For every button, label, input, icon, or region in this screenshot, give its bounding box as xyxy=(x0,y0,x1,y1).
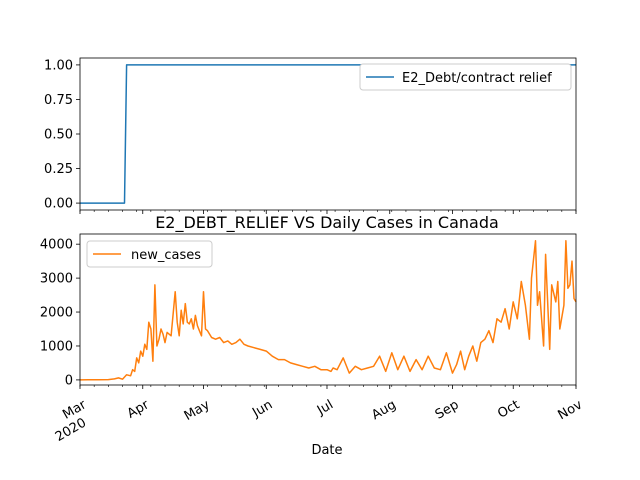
x-tick-label: Jun xyxy=(249,397,275,421)
x-tick-label: May xyxy=(182,397,213,424)
legend-label: E2_Debt/contract relief xyxy=(402,71,552,86)
x-axis-label: Date xyxy=(311,443,342,458)
chart-title: E2_DEBT_RELIEF VS Daily Cases in Canada xyxy=(155,213,499,233)
y-tick-label: 0.75 xyxy=(44,93,73,108)
y-tick-label: 2000 xyxy=(40,306,73,321)
y-tick-label: 1000 xyxy=(40,339,73,354)
axes-frame xyxy=(79,233,577,386)
y-tick-label: 0.25 xyxy=(44,162,73,177)
y-tick-label: 0 xyxy=(65,373,73,388)
x-tick-label: Apr xyxy=(125,397,153,422)
x-tick-label: Oct xyxy=(495,397,522,421)
x-tick-label: Nov xyxy=(556,397,586,423)
y-tick-label: 1.00 xyxy=(44,58,73,73)
legend-box xyxy=(359,63,572,91)
top-axes: 0.00 0.25 0.50 0.75 1.00 E2_Debt/contract rel… xyxy=(44,57,577,214)
y-tick-label: 4000 xyxy=(40,238,73,253)
x-tick-label: Jul xyxy=(314,397,336,418)
series-line-1 xyxy=(80,64,576,204)
series-line-2 xyxy=(79,240,577,381)
y-tick-label: 0.00 xyxy=(44,197,73,212)
y-tick-label: 0.50 xyxy=(44,128,73,143)
legend-label: new_cases xyxy=(131,248,201,263)
x-tick-label: Aug xyxy=(369,397,398,423)
legend-box xyxy=(86,240,213,268)
x-tick-label: Sep xyxy=(433,397,462,422)
y-tick-label: 3000 xyxy=(40,272,73,287)
